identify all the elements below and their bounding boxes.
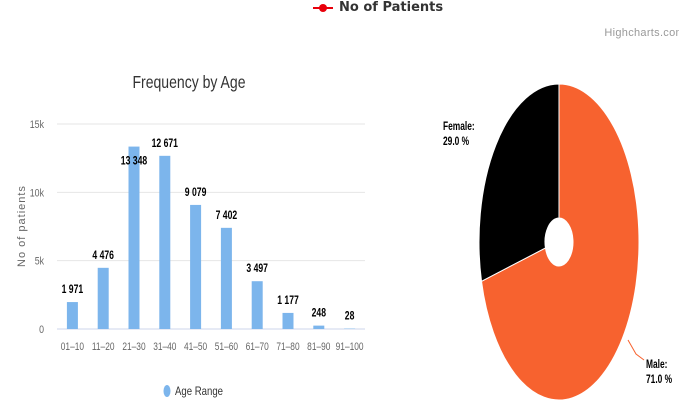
bar-value-label: 13 348: [121, 155, 148, 168]
pie-label-male: Male:: [646, 359, 667, 372]
legend-line-marker-icon: [313, 3, 333, 12]
top-legend[interactable]: No of Patients: [313, 0, 443, 15]
y-axis-title: No of patients: [16, 185, 28, 267]
y-tick-label: 10k: [30, 187, 44, 199]
pie-slice-male[interactable]: [480, 83, 640, 401]
bar-value-label: 1 971: [62, 284, 84, 297]
bar-value-label: 7 402: [216, 210, 238, 223]
pie-chart: Female: 29.0 % Male: 71.0 %: [443, 83, 672, 401]
bar-value-label: 12 671: [152, 138, 179, 151]
y-tick-label: 5k: [35, 256, 44, 268]
bar-legend[interactable]: Age Range: [163, 385, 224, 398]
y-tick-label: 15k: [30, 119, 44, 131]
x-tick-label: 91–100: [336, 341, 364, 353]
bar[interactable]: [97, 267, 109, 329]
pie-label-male: 71.0 %: [646, 374, 672, 387]
bar[interactable]: [282, 312, 294, 329]
bar-value-label: 28: [345, 310, 355, 323]
x-tick-label: 21–30: [122, 341, 146, 353]
x-tick-label: 61–70: [246, 341, 270, 353]
bar-chart: Frequency by Age No of patients 0 5k 10k 15…: [16, 72, 365, 398]
legend-series-marker-icon: [163, 385, 171, 397]
pie-slice-female[interactable]: [478, 83, 560, 283]
bar-value-label: 4 476: [92, 250, 114, 263]
bar[interactable]: [159, 155, 171, 329]
chart-title: Frequency by Age: [132, 72, 245, 92]
x-tick-label: 01–10: [61, 341, 85, 353]
credits-link[interactable]: Highcharts.com: [604, 27, 679, 39]
bar-legend-label: Age Range: [175, 385, 223, 398]
bar-value-label: 3 497: [246, 263, 268, 276]
x-tick-label: 41–50: [184, 341, 208, 353]
pie-label-female: 29.0 %: [443, 136, 469, 149]
x-tick-label: 81–90: [307, 341, 331, 353]
top-legend-label: No of Patients: [339, 0, 444, 15]
bar-value-label: 9 079: [185, 187, 207, 200]
bar[interactable]: [220, 227, 232, 329]
bar[interactable]: [251, 281, 263, 329]
pie-label-female: Female:: [443, 121, 475, 134]
pie-connector-line: [627, 339, 645, 361]
x-tick-label: 11–20: [92, 341, 115, 353]
y-tick-label: 0: [39, 324, 44, 336]
bar-value-label: 1 177: [277, 295, 299, 308]
x-tick-label: 51–60: [215, 341, 239, 353]
bar-value-label: 248: [312, 307, 327, 320]
x-tick-label: 31–40: [153, 341, 177, 353]
bar[interactable]: [313, 325, 325, 329]
bar[interactable]: [128, 146, 140, 329]
bar[interactable]: [66, 302, 78, 329]
x-tick-label: 71–80: [276, 341, 300, 353]
bar[interactable]: [190, 204, 202, 329]
